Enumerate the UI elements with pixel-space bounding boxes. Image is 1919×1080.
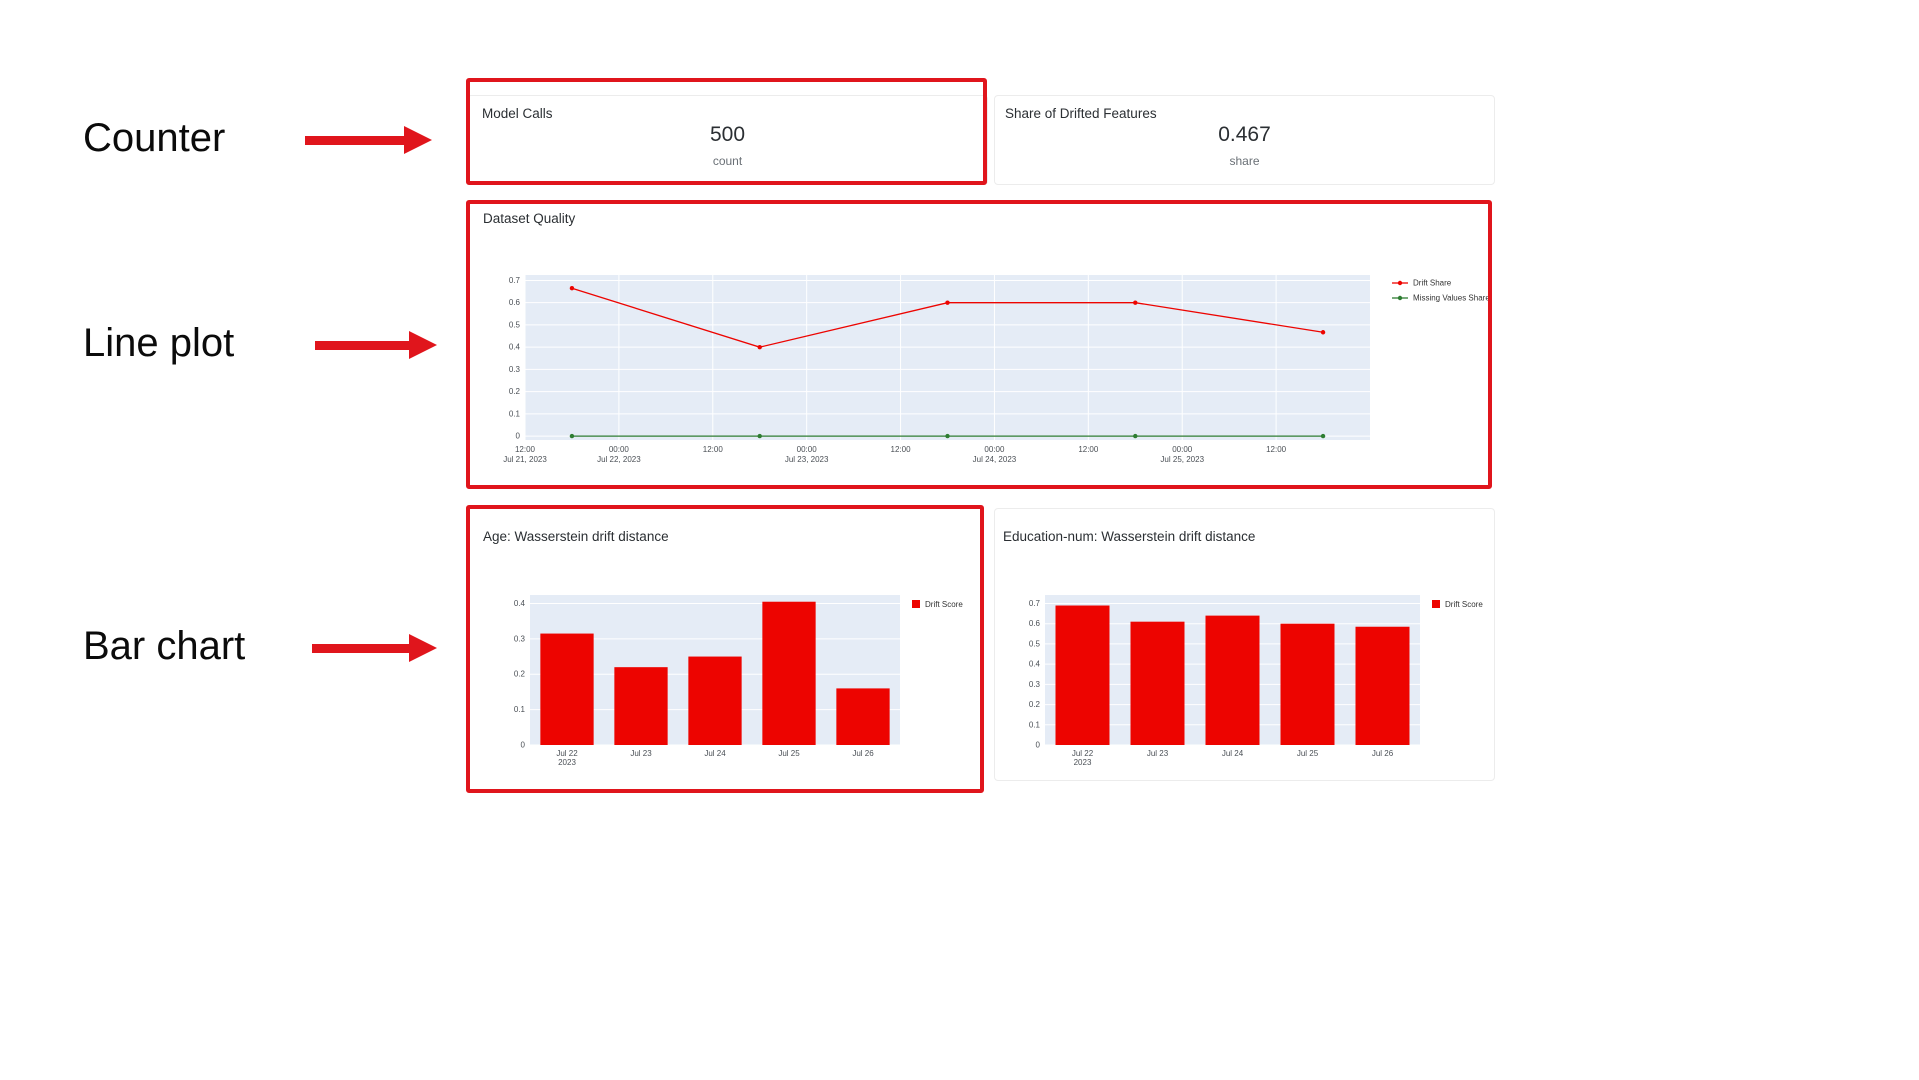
annotation-counter-arrow — [305, 126, 432, 155]
svg-text:Drift Share: Drift Share — [1413, 279, 1452, 288]
annotation-line-plot-arrow — [315, 331, 437, 360]
svg-text:0.3: 0.3 — [514, 634, 526, 643]
svg-text:0.3: 0.3 — [1029, 680, 1041, 689]
drifted-features-value: 0.467 — [1218, 123, 1271, 146]
svg-text:12:00: 12:00 — [1266, 445, 1287, 454]
svg-text:0.2: 0.2 — [1029, 700, 1041, 709]
dataset-quality-title: Dataset Quality — [483, 211, 576, 226]
svg-text:Jul 25, 2023: Jul 25, 2023 — [1160, 455, 1204, 464]
arrow-head-icon — [409, 634, 437, 662]
svg-text:0.7: 0.7 — [509, 276, 521, 285]
svg-text:0.5: 0.5 — [1029, 639, 1041, 648]
education-drift-title: Education-num: Wasserstein drift distanc… — [1003, 529, 1256, 544]
svg-text:Jul 24: Jul 24 — [704, 749, 726, 758]
svg-text:00:00: 00:00 — [984, 445, 1005, 454]
svg-text:2023: 2023 — [1074, 758, 1092, 767]
arrow-head-icon — [404, 126, 432, 154]
annotation-counter-label: Counter — [83, 116, 226, 160]
annotation-bar-chart-arrow — [312, 634, 437, 663]
svg-text:Missing Values Share: Missing Values Share — [1413, 294, 1490, 303]
svg-text:00:00: 00:00 — [1172, 445, 1193, 454]
svg-text:12:00: 12:00 — [891, 445, 912, 454]
svg-text:0.2: 0.2 — [514, 670, 526, 679]
arrow-line — [312, 644, 410, 653]
svg-text:00:00: 00:00 — [609, 445, 630, 454]
drifted-features-unit: share — [1229, 154, 1260, 168]
svg-text:0.6: 0.6 — [509, 298, 521, 307]
annotation-line-plot-label: Line plot — [83, 321, 235, 365]
drifted-features-title: Share of Drifted Features — [1005, 106, 1157, 121]
svg-text:Jul 22: Jul 22 — [1072, 749, 1094, 758]
svg-text:Jul 24: Jul 24 — [1222, 749, 1244, 758]
svg-text:Jul 25: Jul 25 — [778, 749, 800, 758]
age-drift-title: Age: Wasserstein drift distance — [483, 529, 669, 544]
annotation-bar-chart-label: Bar chart — [83, 624, 246, 668]
svg-text:0.1: 0.1 — [514, 705, 526, 714]
model-calls-value: 500 — [709, 123, 746, 146]
svg-text:Jul 22: Jul 22 — [556, 749, 578, 758]
svg-text:Drift Score: Drift Score — [925, 600, 963, 609]
model-calls-unit: count — [712, 154, 743, 168]
svg-text:0.7: 0.7 — [1029, 599, 1041, 608]
arrow-line — [305, 136, 405, 145]
svg-text:0.3: 0.3 — [509, 365, 521, 374]
drifted-features-panel: Share of Drifted Features 0.467 share — [994, 95, 1495, 185]
svg-text:0.4: 0.4 — [509, 343, 521, 352]
svg-text:00:00: 00:00 — [797, 445, 818, 454]
svg-text:0.4: 0.4 — [514, 599, 526, 608]
svg-text:Jul 25: Jul 25 — [1297, 749, 1319, 758]
svg-text:Jul 23: Jul 23 — [630, 749, 652, 758]
svg-text:Jul 23, 2023: Jul 23, 2023 — [785, 455, 829, 464]
svg-text:0: 0 — [521, 741, 526, 750]
model-calls-panel: Model Calls 500 count — [467, 95, 988, 185]
svg-text:2023: 2023 — [558, 758, 576, 767]
svg-text:0.4: 0.4 — [1029, 660, 1041, 669]
svg-text:Drift Score: Drift Score — [1445, 600, 1483, 609]
svg-text:0: 0 — [516, 432, 521, 441]
svg-text:0.2: 0.2 — [509, 387, 521, 396]
svg-text:0.1: 0.1 — [509, 409, 521, 418]
svg-text:0.5: 0.5 — [509, 320, 521, 329]
svg-text:Jul 26: Jul 26 — [852, 749, 874, 758]
svg-text:12:00: 12:00 — [1078, 445, 1099, 454]
svg-text:Jul 21, 2023: Jul 21, 2023 — [503, 455, 547, 464]
arrow-head-icon — [409, 331, 437, 359]
svg-text:0.6: 0.6 — [1029, 619, 1041, 628]
svg-text:0.1: 0.1 — [1029, 720, 1041, 729]
model-calls-title: Model Calls — [482, 106, 553, 121]
svg-text:12:00: 12:00 — [703, 445, 724, 454]
arrow-line — [315, 341, 410, 350]
svg-text:Jul 23: Jul 23 — [1147, 749, 1169, 758]
svg-text:Jul 22, 2023: Jul 22, 2023 — [597, 455, 641, 464]
svg-text:Jul 24, 2023: Jul 24, 2023 — [973, 455, 1017, 464]
svg-text:12:00: 12:00 — [515, 445, 536, 454]
svg-text:Jul 26: Jul 26 — [1372, 749, 1394, 758]
svg-text:0: 0 — [1036, 741, 1041, 750]
